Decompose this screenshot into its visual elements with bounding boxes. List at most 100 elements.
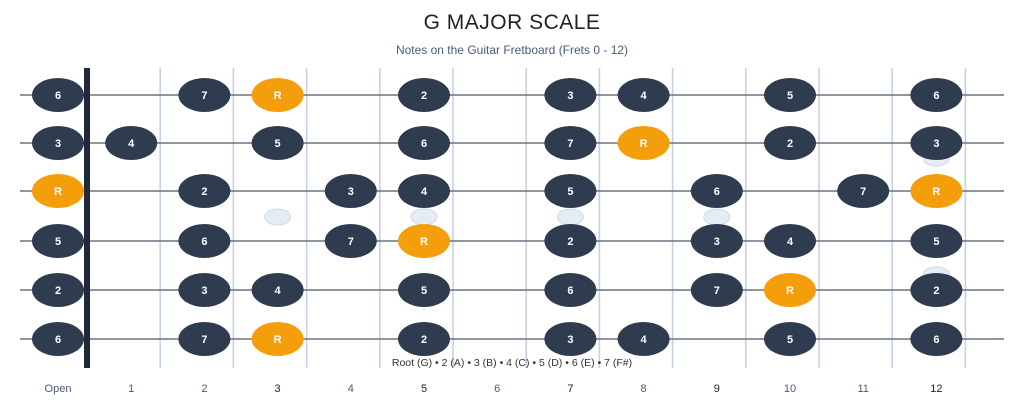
note-label: 5 — [567, 186, 573, 198]
diagram-subtitle: Notes on the Guitar Fretboard (Frets 0 -… — [395, 43, 629, 57]
note-dot — [544, 273, 597, 307]
note-label: 4 — [275, 285, 282, 297]
note-marker: 2 — [544, 224, 597, 258]
note-marker: 6 — [690, 174, 743, 208]
note-dot — [690, 273, 743, 307]
fret-number-label: 5 — [421, 383, 427, 395]
inlay-marker — [703, 208, 731, 226]
note-marker: 7 — [690, 273, 743, 307]
note-dot — [544, 78, 597, 112]
note-dot — [251, 78, 304, 112]
note-marker: 7 — [544, 126, 597, 160]
note-dot — [251, 273, 304, 307]
note-dot — [837, 174, 890, 208]
note-dot — [398, 224, 450, 258]
note-dot — [178, 78, 231, 112]
note-label: 2 — [421, 90, 427, 102]
note-marker: 4 — [617, 78, 670, 112]
note-marker: 6 — [910, 78, 963, 112]
note-marker: 5 — [764, 78, 816, 112]
note-dot — [324, 174, 377, 208]
note-marker: 3 — [544, 78, 597, 112]
note-label: 4 — [128, 138, 135, 150]
note-marker: 7 — [178, 78, 231, 112]
note-marker: 5 — [764, 322, 816, 356]
fret-number-label: 12 — [930, 383, 942, 395]
note-label: 4 — [641, 90, 648, 102]
note-dot — [910, 273, 963, 307]
note-label: 7 — [348, 236, 354, 248]
note-marker: 6 — [910, 322, 963, 356]
note-label: 5 — [787, 334, 793, 346]
note-label: 2 — [933, 285, 939, 297]
note-label: 7 — [201, 334, 207, 346]
note-label: 2 — [787, 138, 793, 150]
note-marker: 4 — [398, 174, 450, 208]
note-label: 5 — [933, 236, 939, 248]
note-dot — [544, 322, 597, 356]
nut — [84, 68, 90, 368]
note-label: 2 — [55, 285, 61, 297]
fret-number-label: 2 — [201, 383, 207, 395]
inlay-marker — [410, 208, 438, 226]
note-dot — [544, 224, 597, 258]
note-marker: 5 — [32, 224, 84, 258]
note-dot — [910, 322, 963, 356]
note-marker: 5 — [251, 126, 304, 160]
note-dot — [32, 174, 84, 208]
note-dot — [398, 126, 450, 160]
note-label: 5 — [787, 90, 793, 102]
scale-legend: Root (G) • 2 (A) • 3 (B) • 4 (C) • 5 (D)… — [391, 357, 633, 369]
note-marker: 7 — [837, 174, 890, 208]
note-marker: 5 — [910, 224, 963, 258]
note-marker: 4 — [617, 322, 670, 356]
note-label: 7 — [567, 138, 573, 150]
note-dot — [251, 126, 304, 160]
root-note-marker: R — [32, 174, 84, 208]
note-label: 7 — [714, 285, 720, 297]
note-label: 3 — [933, 138, 939, 150]
fret-number-label: 3 — [275, 383, 281, 395]
note-marker: 3 — [910, 126, 963, 160]
note-dot — [398, 78, 450, 112]
note-dot — [32, 78, 84, 112]
note-dot — [690, 224, 743, 258]
note-marker: 2 — [910, 273, 963, 307]
root-note-marker: R — [617, 126, 670, 160]
note-dot — [910, 174, 963, 208]
fret-number-label: 8 — [641, 383, 647, 395]
fret-number-label: 4 — [348, 383, 354, 395]
note-label: 3 — [55, 138, 61, 150]
note-label: 3 — [567, 90, 573, 102]
note-label: 6 — [55, 90, 61, 102]
note-marker: 6 — [32, 78, 84, 112]
note-marker: 3 — [324, 174, 377, 208]
fret-number-label: 9 — [714, 383, 720, 395]
note-dot — [617, 78, 670, 112]
fret-number-label: 10 — [784, 383, 796, 395]
note-label: 4 — [641, 334, 648, 346]
note-label: 6 — [714, 186, 720, 198]
note-label: 4 — [787, 236, 794, 248]
note-marker: 6 — [178, 224, 231, 258]
note-label: 3 — [348, 186, 354, 198]
note-dot — [764, 126, 816, 160]
fret-number-label: 11 — [857, 383, 868, 395]
note-dot — [324, 224, 377, 258]
inlay-marker — [556, 208, 584, 226]
note-dot — [764, 273, 816, 307]
note-marker: 3 — [32, 126, 84, 160]
root-note-marker: R — [910, 174, 963, 208]
note-label: 3 — [714, 236, 720, 248]
note-label: R — [274, 334, 282, 346]
note-dot — [910, 126, 963, 160]
note-marker: 5 — [398, 273, 450, 307]
note-dot — [910, 224, 963, 258]
note-marker: 2 — [398, 78, 450, 112]
note-label: 7 — [201, 90, 207, 102]
note-label: 2 — [567, 236, 573, 248]
root-note-marker: R — [764, 273, 816, 307]
note-dot — [32, 126, 84, 160]
note-dot — [910, 78, 963, 112]
note-label: 6 — [421, 138, 427, 150]
